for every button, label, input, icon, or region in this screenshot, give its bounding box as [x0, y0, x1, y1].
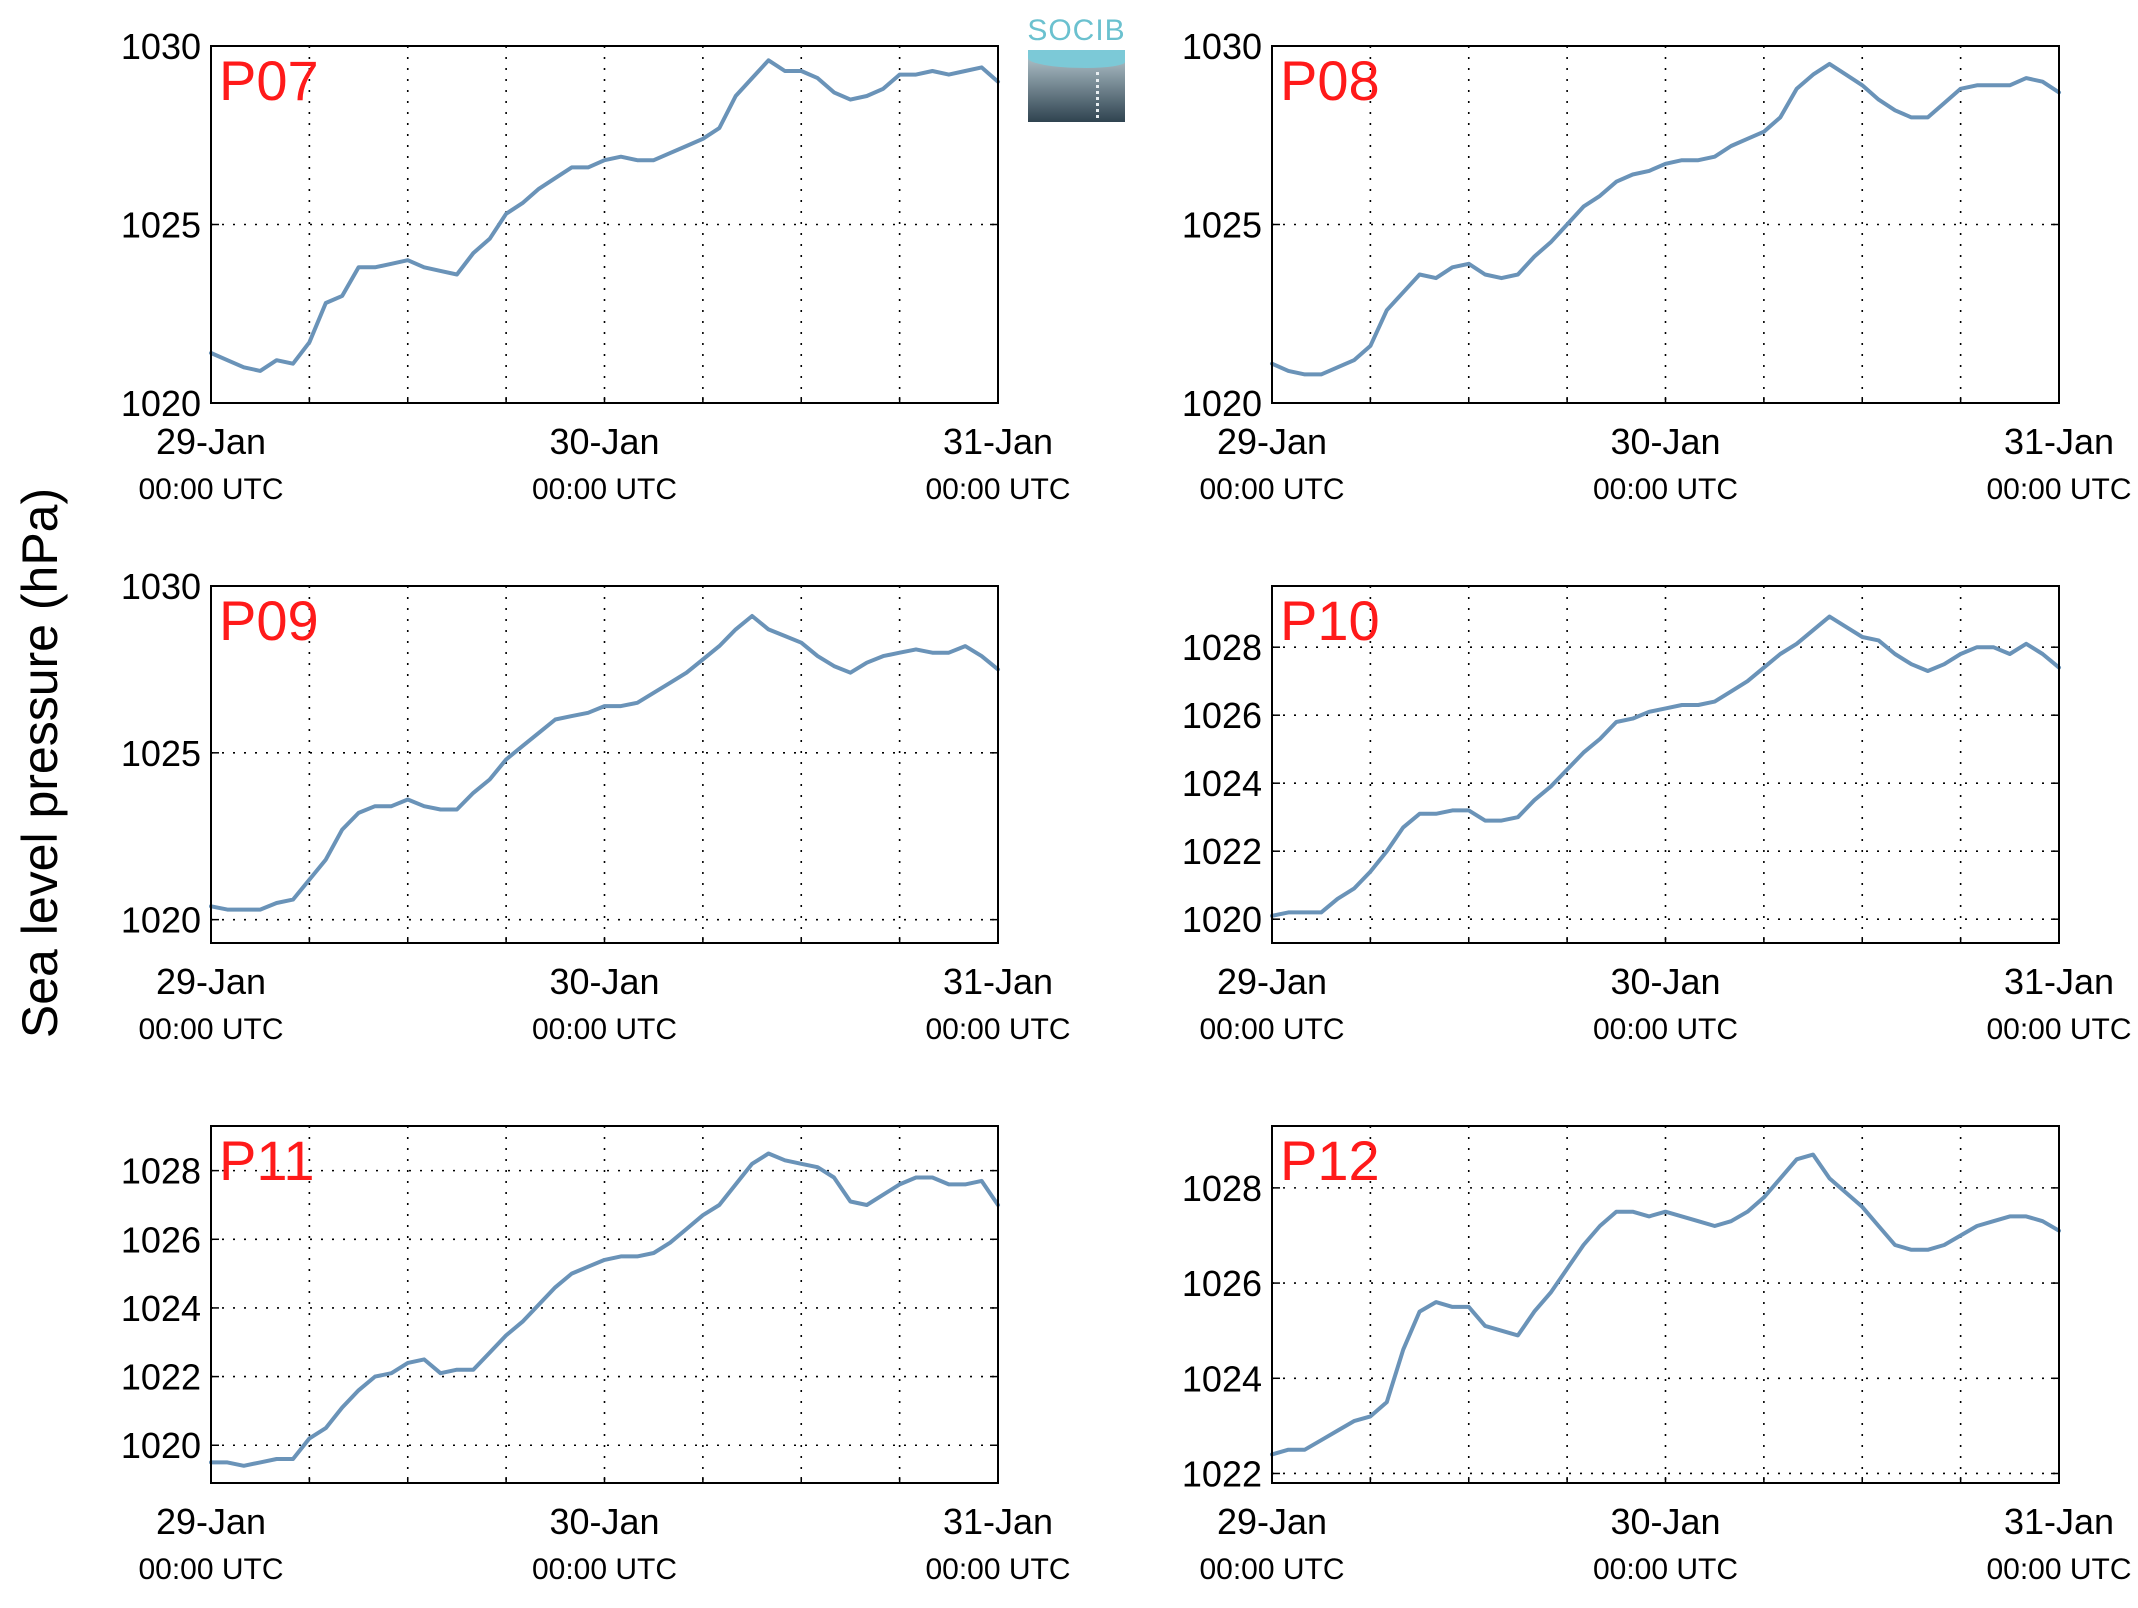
- chart-panel-p10: 1020 1022 1024 1026 1028 29-Jan 00:00 UTC 30-Ja…: [1182, 585, 2132, 1046]
- x-tick-label: 31-Jan: [2004, 961, 2114, 1002]
- series-line: [209, 614, 1000, 912]
- station-label: P12: [1280, 1129, 1380, 1192]
- x-tick-time-label: 00:00 UTC: [1593, 473, 1738, 506]
- x-tick-time-label: 00:00 UTC: [138, 1553, 283, 1586]
- x-tick-label: 30-Jan: [1610, 1501, 1720, 1542]
- x-tick-label: 30-Jan: [1610, 421, 1720, 462]
- x-tick-label: 30-Jan: [549, 961, 659, 1002]
- axes-frame: [210, 1125, 999, 1484]
- y-tick-label: 1020: [121, 383, 201, 424]
- x-tick-label: 30-Jan: [1610, 961, 1720, 1002]
- x-tick-time-label: 00:00 UTC: [1986, 1013, 2131, 1046]
- y-tick-label: 1030: [1182, 26, 1262, 67]
- x-tick-label: 29-Jan: [156, 421, 266, 462]
- y-axis-label: Sea level pressure (hPa): [12, 488, 68, 1038]
- x-tick-label: 31-Jan: [943, 421, 1053, 462]
- x-tick-label: 29-Jan: [1217, 1501, 1327, 1542]
- station-label: P11: [219, 1129, 314, 1192]
- y-tick-label: 1020: [121, 1425, 201, 1466]
- y-tick-label: 1020: [121, 900, 201, 941]
- socib-logo-icon: [1028, 50, 1125, 122]
- station-label: P07: [219, 49, 319, 112]
- axes-frame: [210, 45, 999, 404]
- x-tick-time-label: 00:00 UTC: [925, 1013, 1070, 1046]
- axes-frame: [1271, 45, 2060, 404]
- x-tick-time-label: 00:00 UTC: [1593, 1553, 1738, 1586]
- y-tick-label: 1025: [121, 733, 201, 774]
- x-tick-label: 31-Jan: [2004, 421, 2114, 462]
- x-tick-time-label: 00:00 UTC: [1986, 473, 2131, 506]
- y-tick-label: 1024: [1182, 763, 1262, 804]
- x-tick-time-label: 00:00 UTC: [1593, 1013, 1738, 1046]
- chart-panel-p07: 1020 1025 1030 29-Jan 00:00 UTC 30-Jan 00:00 U…: [121, 26, 1071, 506]
- y-tick-label: 1022: [1182, 1453, 1262, 1494]
- chart-panel-p09: 1020 1025 1030 29-Jan 00:00 UTC 30-Jan 00:00 U…: [121, 566, 1071, 1046]
- y-tick-label: 1026: [1182, 695, 1262, 736]
- series-line: [1270, 1152, 2061, 1457]
- series-line: [209, 1151, 1000, 1468]
- x-tick-time-label: 00:00 UTC: [1199, 1553, 1344, 1586]
- chart-panel-p11: 1020 1022 1024 1026 1028 29-Jan 00:00 UTC 30-Ja…: [121, 1125, 1071, 1586]
- y-tick-label: 1026: [1182, 1263, 1262, 1304]
- chart-panel-p12: 1022 1024 1026 1028 29-Jan 00:00 UTC 30-Jan 00:…: [1182, 1125, 2132, 1586]
- y-tick-label: 1028: [1182, 1168, 1262, 1209]
- x-tick-label: 29-Jan: [156, 961, 266, 1002]
- y-tick-label: 1022: [1182, 831, 1262, 872]
- x-tick-time-label: 00:00 UTC: [532, 1013, 677, 1046]
- x-tick-time-label: 00:00 UTC: [138, 1013, 283, 1046]
- x-tick-time-label: 00:00 UTC: [925, 473, 1070, 506]
- chart-panel-p08: 1020 1025 1030 29-Jan 00:00 UTC 30-Jan 00:00 U…: [1182, 26, 2132, 506]
- x-tick-time-label: 00:00 UTC: [532, 1553, 677, 1586]
- series-line: [209, 58, 1000, 373]
- axes-frame: [210, 585, 999, 944]
- series-line: [1270, 614, 2061, 918]
- x-tick-label: 29-Jan: [156, 1501, 266, 1542]
- y-tick-label: 1030: [121, 26, 201, 67]
- x-tick-label: 29-Jan: [1217, 961, 1327, 1002]
- socib-logo-text: SOCIB: [1027, 14, 1126, 47]
- y-tick-label: 1026: [121, 1219, 201, 1260]
- y-tick-label: 1024: [1182, 1358, 1262, 1399]
- axes-frame: [1271, 1125, 2060, 1484]
- x-tick-label: 31-Jan: [943, 961, 1053, 1002]
- y-tick-label: 1030: [121, 566, 201, 607]
- x-tick-time-label: 00:00 UTC: [138, 473, 283, 506]
- socib-logo: SOCIB: [1025, 14, 1128, 122]
- y-tick-label: 1025: [121, 205, 201, 246]
- x-tick-time-label: 00:00 UTC: [1199, 473, 1344, 506]
- x-tick-label: 31-Jan: [943, 1501, 1053, 1542]
- x-tick-time-label: 00:00 UTC: [925, 1553, 1070, 1586]
- series-line: [1270, 61, 2061, 377]
- station-label: P10: [1280, 589, 1380, 652]
- station-label: P08: [1280, 49, 1380, 112]
- x-tick-time-label: 00:00 UTC: [532, 473, 677, 506]
- axes-frame: [1271, 585, 2060, 944]
- y-tick-label: 1028: [1182, 627, 1262, 668]
- y-tick-label: 1020: [1182, 899, 1262, 940]
- x-tick-time-label: 00:00 UTC: [1986, 1553, 2131, 1586]
- y-tick-label: 1020: [1182, 383, 1262, 424]
- y-tick-label: 1025: [1182, 205, 1262, 246]
- y-tick-label: 1024: [121, 1288, 201, 1329]
- y-tick-label: 1022: [121, 1357, 201, 1398]
- station-label: P09: [219, 589, 319, 652]
- x-tick-label: 30-Jan: [549, 421, 659, 462]
- y-tick-label: 1028: [121, 1151, 201, 1192]
- x-tick-label: 30-Jan: [549, 1501, 659, 1542]
- x-tick-label: 31-Jan: [2004, 1501, 2114, 1542]
- x-tick-time-label: 00:00 UTC: [1199, 1013, 1344, 1046]
- x-tick-label: 29-Jan: [1217, 421, 1327, 462]
